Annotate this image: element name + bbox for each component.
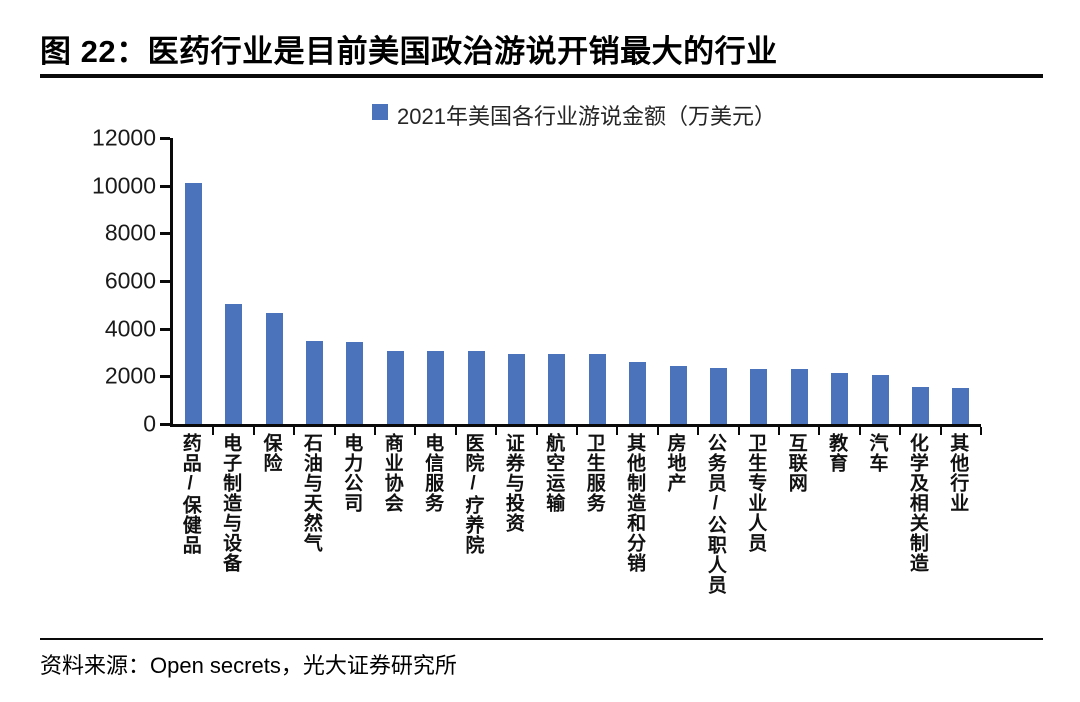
x-tick-mark bbox=[333, 427, 336, 435]
y-tick-label: 0 bbox=[143, 410, 156, 437]
legend-swatch-icon bbox=[372, 104, 389, 120]
bar bbox=[669, 365, 687, 424]
x-tick-mark bbox=[495, 427, 498, 435]
x-tick-label: 证券与投资 bbox=[502, 433, 524, 533]
x-tick-mark bbox=[212, 427, 215, 435]
x-tick-label: 房地产 bbox=[664, 433, 686, 493]
bar bbox=[507, 353, 525, 424]
title-divider bbox=[40, 74, 1043, 78]
x-tick-label: 电力公司 bbox=[341, 433, 363, 513]
y-tick-label: 4000 bbox=[104, 315, 156, 342]
bar bbox=[548, 353, 566, 424]
x-tick-label: 商业协会 bbox=[381, 433, 403, 513]
bar bbox=[750, 369, 768, 424]
footer-divider bbox=[40, 638, 1043, 640]
x-tick-label: 教育 bbox=[826, 433, 848, 473]
y-tick-label: 8000 bbox=[104, 219, 156, 246]
source-note: 资料来源：Open secrets，光大证券研究所 bbox=[40, 653, 457, 678]
x-tick-label: 互联网 bbox=[785, 433, 807, 493]
x-tick-mark bbox=[656, 427, 659, 435]
bar bbox=[629, 362, 647, 424]
x-tick-mark bbox=[939, 427, 942, 435]
x-tick-mark bbox=[697, 427, 700, 435]
x-tick-mark bbox=[899, 427, 902, 435]
bar bbox=[346, 341, 364, 424]
chart-legend: 2021年美国各行业游说金额（万美元） bbox=[170, 99, 978, 131]
x-tick-mark bbox=[293, 427, 296, 435]
y-axis-labels: 0 2000 4000 6000 8000 10000 12000 bbox=[52, 125, 156, 437]
figure-title: 图 22：医药行业是目前美国政治游说开销最大的行业 bbox=[40, 34, 778, 69]
legend-label: 2021年美国各行业游说金额（万美元） bbox=[397, 104, 776, 129]
x-tick-mark bbox=[737, 427, 740, 435]
x-tick-label: 汽车 bbox=[866, 433, 888, 473]
x-tick-mark bbox=[858, 427, 861, 435]
bar bbox=[467, 351, 485, 424]
x-tick-mark bbox=[778, 427, 780, 435]
y-tick-mark bbox=[160, 423, 170, 426]
bar bbox=[871, 375, 889, 424]
x-tick-label: 航空运输 bbox=[543, 433, 565, 513]
y-tick-label: 6000 bbox=[104, 267, 156, 294]
x-tick-mark bbox=[818, 427, 821, 435]
y-tick-mark bbox=[160, 375, 170, 379]
bar bbox=[225, 303, 243, 424]
x-tick-label: 化学及相关制造 bbox=[906, 433, 928, 573]
x-tick-label: 其他行业 bbox=[947, 433, 969, 513]
bar bbox=[427, 351, 445, 424]
x-tick-mark bbox=[454, 427, 457, 435]
y-tick-mark bbox=[160, 184, 170, 188]
y-tick-mark bbox=[160, 232, 170, 236]
x-tick-mark bbox=[252, 427, 255, 435]
bar-chart-plot-area bbox=[160, 137, 982, 435]
y-tick-label: 2000 bbox=[104, 362, 156, 389]
bar bbox=[911, 387, 929, 424]
bar bbox=[709, 368, 727, 424]
bar bbox=[790, 369, 808, 424]
x-tick-label: 其他制造和分销 bbox=[624, 433, 646, 573]
x-tick-mark bbox=[535, 427, 538, 435]
x-tick-label: 电子制造与设备 bbox=[220, 433, 242, 573]
y-tick-label: 12000 bbox=[92, 124, 156, 151]
bar bbox=[386, 351, 404, 424]
x-tick-label: 卫生服务 bbox=[583, 433, 605, 513]
x-tick-mark bbox=[980, 427, 982, 435]
x-tick-mark bbox=[576, 427, 578, 435]
x-tick-mark bbox=[414, 427, 417, 435]
x-tick-label: 石油与天然气 bbox=[300, 433, 322, 553]
bar bbox=[184, 183, 202, 424]
y-tick-mark bbox=[160, 137, 170, 140]
x-tick-label: 保险 bbox=[260, 433, 282, 473]
x-tick-mark bbox=[616, 427, 619, 435]
bar bbox=[588, 353, 606, 424]
bar bbox=[305, 340, 323, 424]
x-tick-label: 医院/疗养院 bbox=[462, 433, 484, 555]
x-tick-label: 药品/保健品 bbox=[179, 433, 201, 555]
y-tick-mark bbox=[160, 327, 170, 331]
x-tick-label: 公务员/公职人员 bbox=[704, 433, 726, 595]
y-tick-label: 10000 bbox=[92, 172, 156, 199]
x-tick-label: 卫生专业人员 bbox=[745, 433, 767, 553]
bar bbox=[952, 388, 970, 424]
bar bbox=[831, 372, 849, 424]
x-axis-labels: 药品/保健品 电子制造与设备 保险 石油与天然气 电力公司 商业协会 电信服务 医院/疗养院证… bbox=[170, 433, 978, 638]
x-tick-mark bbox=[374, 427, 376, 435]
bar bbox=[265, 313, 283, 424]
y-tick-mark bbox=[160, 280, 170, 283]
x-tick-label: 电信服务 bbox=[422, 433, 444, 513]
